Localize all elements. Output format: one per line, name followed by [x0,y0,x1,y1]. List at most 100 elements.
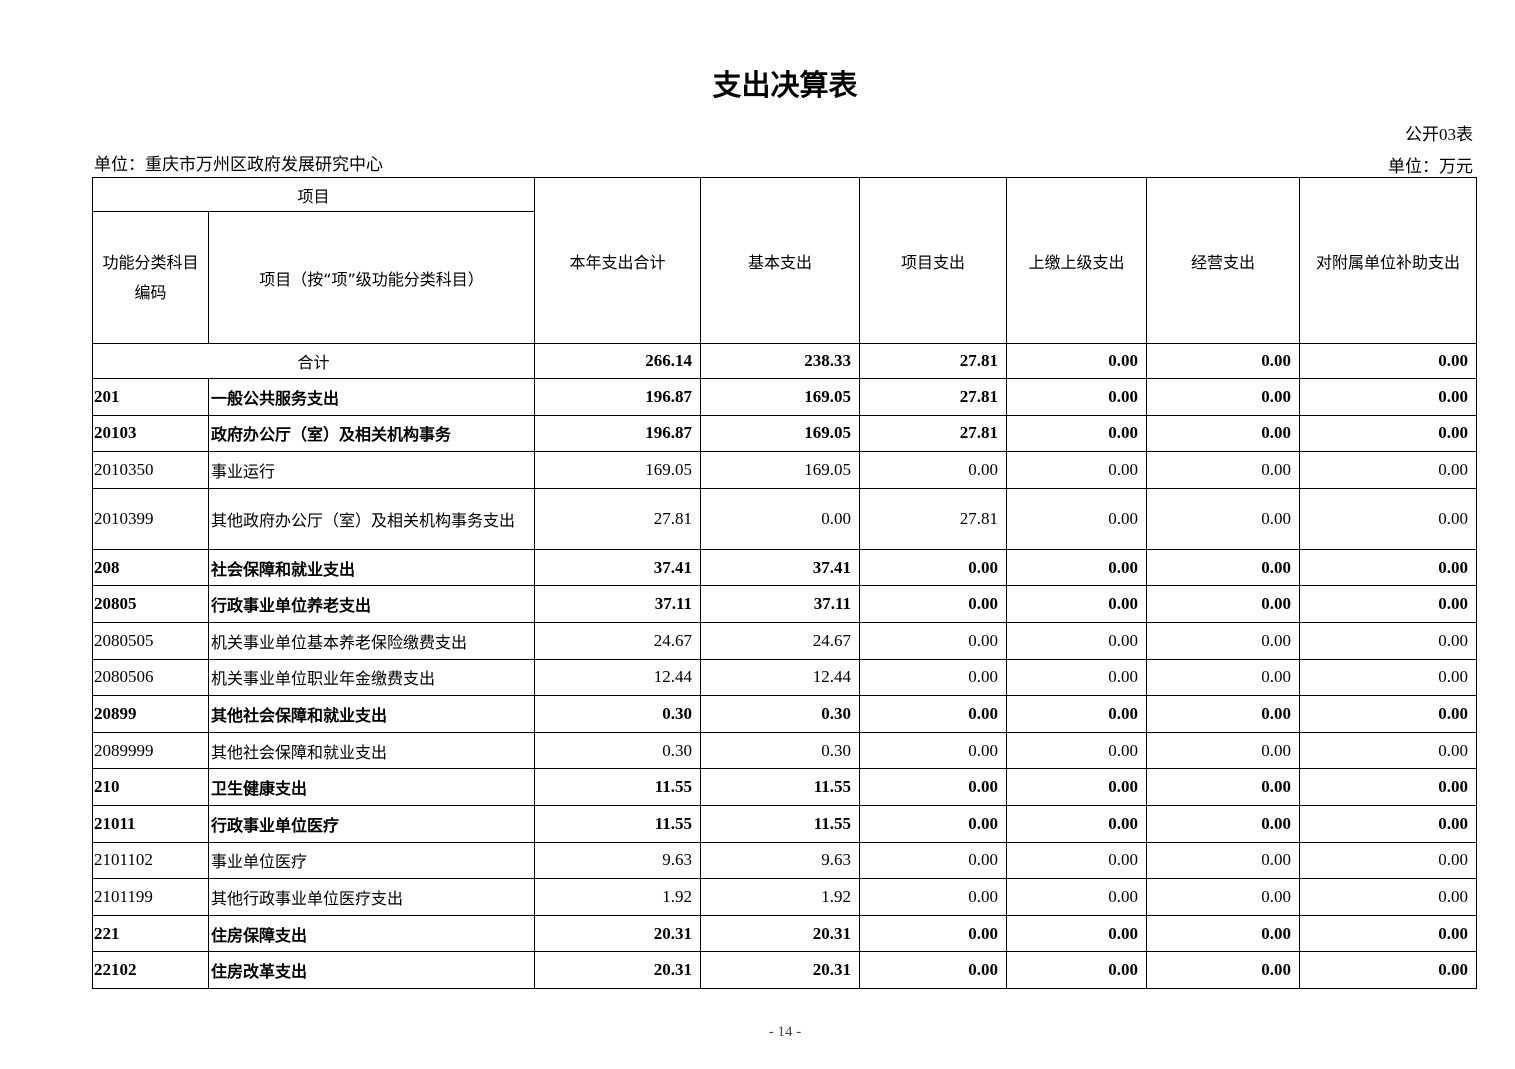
table-row: 201 一般公共服务支出 196.87 169.05 27.81 0.00 0.00 0.00 [92,378,1478,416]
table-row: 2080506 机关事业单位职业年金缴费支出 12.44 12.44 0.00 0.00 0… [92,658,1478,697]
row-name: 政府办公厅（室）及相关机构事务 [207,414,536,453]
row-value: 0.30 [700,731,861,770]
header-project: 项目 [91,177,536,212]
row-value: 0.00 [1146,585,1301,623]
table-row: 210 卫生健康支出 11.55 11.55 0.00 0.00 0.00 0.00 [92,768,1478,806]
row-value: 0.00 [1006,487,1148,550]
row-code: 20805 [92,585,209,623]
row-value: 196.87 [534,378,702,416]
table-row: 2080505 机关事业单位基本养老保险缴费支出 24.67 24.67 0.00 0.0… [92,621,1478,660]
row-value: 0.00 [1299,731,1478,770]
row-name: 卫生健康支出 [207,768,536,806]
row-name: 其他政府办公厅（室）及相关机构事务支出 [207,487,536,550]
row-name: 事业单位医疗 [207,841,536,880]
row-value: 0.00 [859,878,1008,916]
table-row: 2010399 其他政府办公厅（室）及相关机构事务支出 27.81 0.00 27.81… [92,487,1478,550]
table-row: 22102 住房改革支出 20.31 20.31 0.00 0.00 0.00 0.00 [92,951,1478,989]
row-value: 0.00 [1146,548,1301,587]
row-value: 11.55 [700,804,861,843]
row-value: 0.00 [859,548,1008,587]
row-value: 37.11 [700,585,861,623]
row-value: 0.00 [859,731,1008,770]
table-row: 2089999 其他社会保障和就业支出 0.30 0.30 0.00 0.00 0.00 0.… [92,731,1478,770]
row-code: 20899 [92,695,209,733]
row-value: 0.00 [1299,951,1478,989]
row-value: 0.00 [1146,658,1301,697]
row-name: 其他社会保障和就业支出 [207,731,536,770]
row-value: 0.00 [1299,695,1478,733]
total-value: 0.00 [1006,343,1148,379]
table-row: 208 社会保障和就业支出 37.41 37.41 0.00 0.00 0.00 0.00 [92,548,1478,587]
total-value: 0.00 [1146,343,1301,379]
total-value: 266.14 [534,343,702,379]
total-label: 合计 [91,343,536,379]
header-col: 对附属单位补助支出 [1299,177,1478,344]
row-value: 0.00 [1006,951,1148,989]
row-name: 机关事业单位职业年金缴费支出 [207,658,536,697]
total-value: 27.81 [859,343,1008,379]
row-value: 0.00 [859,585,1008,623]
row-value: 37.11 [534,585,702,623]
expenditure-table: 项目 本年支出合计 基本支出 项目支出 上缴上级支出 经营支出 对附属单位补助支… [91,177,1478,989]
row-value: 0.00 [1006,621,1148,660]
row-value: 20.31 [700,951,861,989]
row-value: 0.00 [859,951,1008,989]
row-value: 169.05 [700,414,861,453]
row-code: 2101199 [92,878,209,916]
row-value: 0.00 [1146,804,1301,843]
row-name: 其他行政事业单位医疗支出 [207,878,536,916]
unit-currency: 单位：万元 [1388,157,1473,176]
row-value: 24.67 [534,621,702,660]
row-value: 0.00 [1299,878,1478,916]
total-value: 0.00 [1299,343,1478,379]
row-value: 169.05 [700,451,861,489]
row-value: 12.44 [700,658,861,697]
row-value: 12.44 [534,658,702,697]
row-value: 0.00 [1146,621,1301,660]
row-value: 11.55 [534,768,702,806]
row-value: 0.30 [534,731,702,770]
row-value: 0.00 [1146,695,1301,733]
row-code: 2080505 [92,621,209,660]
row-value: 27.81 [859,414,1008,453]
row-value: 0.00 [1299,804,1478,843]
table-row: 21011 行政事业单位医疗 11.55 11.55 0.00 0.00 0.00 0.00 [92,804,1478,843]
row-code: 2089999 [92,731,209,770]
header-col: 基本支出 [700,177,861,344]
row-code: 2010350 [92,451,209,489]
row-code: 21011 [92,804,209,843]
row-value: 37.41 [700,548,861,587]
row-value: 11.55 [534,804,702,843]
row-code: 210 [92,768,209,806]
row-value: 20.31 [700,914,861,953]
header-col: 项目支出 [859,177,1008,344]
total-value: 238.33 [700,343,861,379]
header-col: 上缴上级支出 [1006,177,1148,344]
table-row: 20899 其他社会保障和就业支出 0.30 0.30 0.00 0.00 0.00 0.00 [92,695,1478,733]
page-title: 支出决算表 [712,68,858,102]
row-value: 0.00 [1006,414,1148,453]
table-row: 221 住房保障支出 20.31 20.31 0.00 0.00 0.00 0.00 [92,914,1478,953]
row-value: 196.87 [534,414,702,453]
row-code: 2080506 [92,658,209,697]
row-code: 201 [92,378,209,416]
row-value: 0.00 [1299,378,1478,416]
row-code: 22102 [92,951,209,989]
row-value: 0.00 [859,804,1008,843]
row-value: 0.00 [1146,731,1301,770]
table-row: 20103 政府办公厅（室）及相关机构事务 196.87 169.05 27.81 0.0… [92,414,1478,453]
row-value: 169.05 [534,451,702,489]
row-value: 0.30 [534,695,702,733]
row-value: 20.31 [534,951,702,989]
table-row: 2101199 其他行政事业单位医疗支出 1.92 1.92 0.00 0.00 0.00 0… [92,878,1478,916]
row-code: 20103 [92,414,209,453]
row-value: 0.00 [1146,951,1301,989]
row-name: 社会保障和就业支出 [207,548,536,587]
row-value: 27.81 [859,487,1008,550]
row-value: 0.00 [1006,451,1148,489]
row-value: 0.00 [1146,487,1301,550]
row-value: 0.00 [1299,487,1478,550]
row-value: 0.00 [1146,378,1301,416]
row-value: 0.00 [859,695,1008,733]
row-value: 0.00 [700,487,861,550]
